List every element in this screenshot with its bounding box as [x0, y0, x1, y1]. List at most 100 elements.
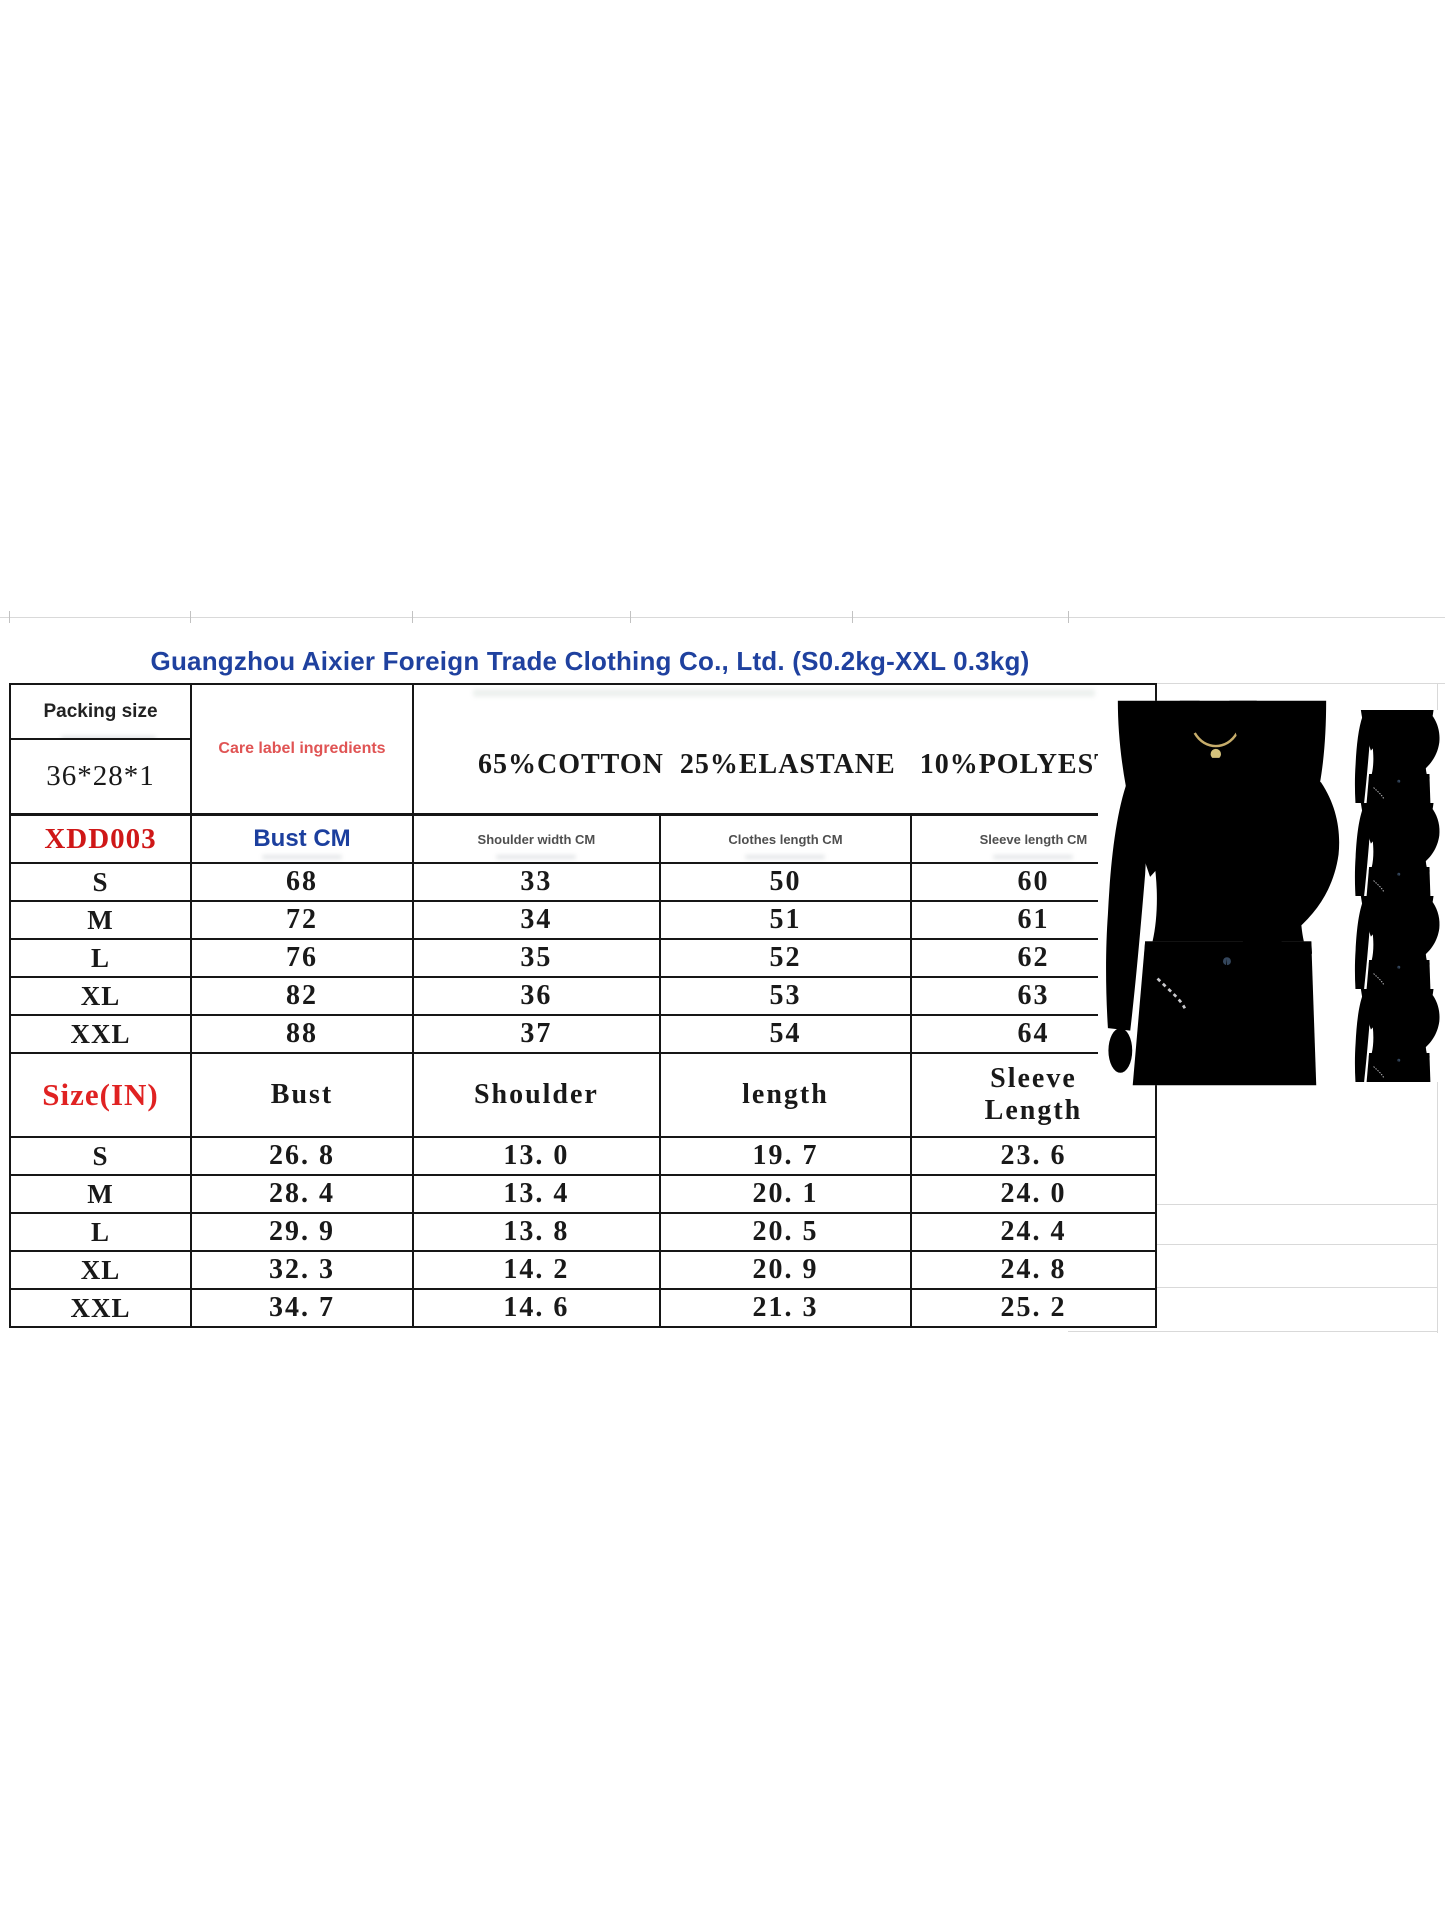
cm-m-shoulder: 34 [412, 900, 661, 940]
cm-m-bust: 72 [190, 900, 414, 940]
size-chart-table: Packing size Care label ingredients 65%C… [9, 682, 1157, 1328]
in-xxl-size: XXL [9, 1288, 192, 1328]
in-l-bust: 29. 9 [190, 1212, 414, 1252]
header-sleeve-length-cm-text: Sleeve length CM [979, 831, 1088, 847]
header-length-in: length [658, 1052, 913, 1138]
in-s-shoulder: 13. 0 [412, 1136, 661, 1176]
variant-thumb-red [1352, 803, 1442, 896]
model-pink-top-illustration [1098, 700, 1346, 1086]
in-row-l: L 29. 9 13. 8 20. 5 24. 4 [9, 1212, 1157, 1252]
in-xxl-bust: 34. 7 [190, 1288, 414, 1328]
cm-l-bust: 76 [190, 938, 414, 978]
cm-row-s: S 68 33 50 60 [9, 862, 1157, 902]
in-l-size: L [9, 1212, 192, 1252]
in-row-xl: XL 32. 3 14. 2 20. 9 24. 8 [9, 1250, 1157, 1290]
cm-s-shoulder: 33 [412, 862, 661, 902]
in-s-bust: 26. 8 [190, 1136, 414, 1176]
packing-size-text: Packing size [43, 700, 158, 722]
gridline [1068, 1287, 1437, 1288]
gridline [0, 617, 1445, 618]
gridline [1068, 1244, 1437, 1245]
gridline-tick [190, 611, 191, 623]
cm-m-size: M [9, 900, 192, 940]
fabric-composition-text: 65%COTTON 25%ELASTANE 10%POLYESTER [478, 749, 1155, 780]
gridline-tick [1068, 611, 1069, 623]
page-title: Guangzhou Aixier Foreign Trade Clothing … [150, 646, 1030, 676]
model-code: XDD003 [9, 813, 192, 864]
cm-xl-bust: 82 [190, 976, 414, 1016]
in-xl-shoulder: 14. 2 [412, 1250, 661, 1290]
in-s-length: 19. 7 [658, 1136, 913, 1176]
gridline-tick [630, 611, 631, 623]
header-bust-in: Bust [190, 1052, 414, 1138]
in-l-shoulder: 13. 8 [412, 1212, 661, 1252]
cm-xxl-length: 54 [658, 1014, 913, 1054]
variant-thumb-gray [1352, 710, 1442, 803]
in-m-size: M [9, 1174, 192, 1214]
in-l-length: 20. 5 [658, 1212, 913, 1252]
in-xl-bust: 32. 3 [190, 1250, 414, 1290]
header-clothes-length-cm-text: Clothes length CM [728, 831, 843, 847]
header-clothes-length-cm: Clothes length CM [658, 813, 913, 864]
header-shoulder-cm: Shoulder width CM [412, 813, 661, 864]
in-m-shoulder: 13. 4 [412, 1174, 661, 1214]
in-row-s: S 26. 8 13. 0 19. 7 23. 6 [9, 1136, 1157, 1176]
variant-thumb-black [1352, 896, 1442, 989]
header-shoulder-cm-text: Shoulder width CM [477, 831, 596, 847]
in-m-bust: 28. 4 [190, 1174, 414, 1214]
size-in-label: Size(IN) [9, 1052, 192, 1138]
cm-xl-shoulder: 36 [412, 976, 661, 1016]
in-m-sleeve: 24. 0 [910, 1174, 1157, 1214]
header-shoulder-in: Shoulder [412, 1052, 661, 1138]
in-row-xxl: XXL 34. 7 14. 6 21. 3 25. 2 [9, 1288, 1157, 1328]
gridline-tick [412, 611, 413, 623]
packing-size-label: Packing size [9, 682, 192, 741]
product-photo-main [1098, 700, 1346, 1086]
gridline-tick [852, 611, 853, 623]
cm-xl-size: XL [9, 976, 192, 1016]
in-xl-sleeve: 24. 8 [910, 1250, 1157, 1290]
model-black-top-illustration [1352, 896, 1442, 989]
in-row-m: M 28. 4 13. 4 20. 1 24. 0 [9, 1174, 1157, 1214]
in-s-size: S [9, 1136, 192, 1176]
in-l-sleeve: 24. 4 [910, 1212, 1157, 1252]
header-sleeve-in: Sleeve Length [910, 1052, 1157, 1138]
packing-size-value: 36*28*1 [9, 738, 192, 816]
erased-text-smudge [262, 855, 342, 859]
in-xxl-length: 21. 3 [658, 1288, 913, 1328]
cm-xxl-shoulder: 37 [412, 1014, 661, 1054]
erased-text-smudge [745, 855, 826, 859]
model-navy-top-illustration [1352, 989, 1442, 1082]
gridline [1068, 1204, 1437, 1205]
in-xl-length: 20. 9 [658, 1250, 913, 1290]
in-xxl-sleeve: 25. 2 [910, 1288, 1157, 1328]
care-label-cell: Care label ingredients [190, 683, 414, 816]
in-xl-size: XL [9, 1250, 192, 1290]
cm-s-size: S [9, 862, 192, 902]
cm-row-xl: XL 82 36 53 63 [9, 976, 1157, 1016]
cm-row-l: L 76 35 52 62 [9, 938, 1157, 978]
cm-l-shoulder: 35 [412, 938, 661, 978]
fabric-composition-cell: 65%COTTON 25%ELASTANE 10%POLYESTER [412, 683, 1157, 816]
header-bust-cm: Bust CM [190, 813, 414, 864]
cm-row-xxl: XXL 88 37 54 64 [9, 1014, 1157, 1054]
cm-xxl-size: XXL [9, 1014, 192, 1054]
cm-s-length: 50 [658, 862, 913, 902]
in-s-sleeve: 23. 6 [910, 1136, 1157, 1176]
gridline [1068, 683, 1445, 684]
cm-xl-length: 53 [658, 976, 913, 1016]
model-gray-top-illustration [1352, 710, 1442, 803]
gridline-tick [9, 611, 10, 623]
in-xxl-shoulder: 14. 6 [412, 1288, 661, 1328]
erased-text-smudge [993, 855, 1074, 859]
cm-l-size: L [9, 938, 192, 978]
header-bust-cm-text: Bust CM [253, 825, 351, 852]
erased-text-smudge [496, 855, 577, 859]
variant-thumb-navy [1352, 989, 1442, 1082]
cm-row-m: M 72 34 51 61 [9, 900, 1157, 940]
gridline [1068, 1331, 1437, 1332]
cm-l-length: 52 [658, 938, 913, 978]
cm-xxl-bust: 88 [190, 1014, 414, 1054]
cm-m-length: 51 [658, 900, 913, 940]
